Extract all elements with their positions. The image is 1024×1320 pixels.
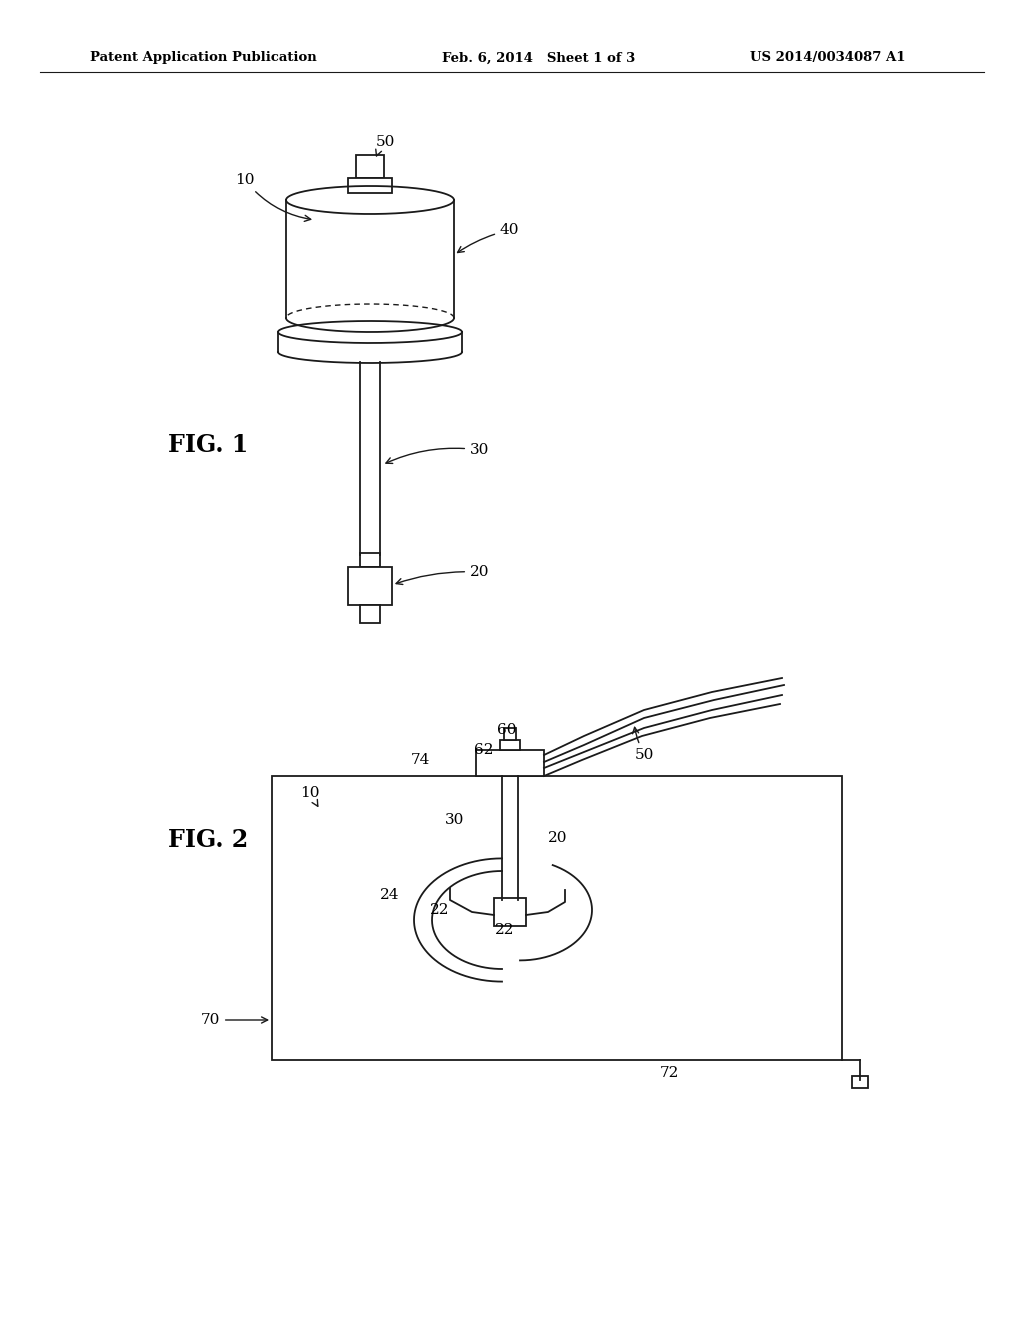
Text: 30: 30 (386, 444, 489, 463)
Bar (348, 178, 392, 193)
Text: 62: 62 (474, 743, 494, 756)
Text: 74: 74 (411, 752, 430, 767)
Text: 20: 20 (396, 565, 489, 585)
Text: 10: 10 (300, 785, 319, 807)
Bar (476, 750, 544, 776)
Text: 22: 22 (496, 923, 515, 937)
Text: 72: 72 (660, 1067, 679, 1080)
Bar (356, 154, 384, 178)
Text: Patent Application Publication: Patent Application Publication (90, 51, 316, 65)
Bar (272, 776, 842, 1060)
Text: 50: 50 (376, 135, 394, 156)
Text: 10: 10 (236, 173, 310, 222)
Text: 70: 70 (201, 1012, 267, 1027)
Text: 20: 20 (548, 832, 567, 845)
Bar (348, 568, 392, 605)
Bar (360, 605, 380, 623)
Bar (500, 741, 520, 750)
Text: 22: 22 (430, 903, 450, 917)
Bar (504, 729, 516, 741)
Text: 50: 50 (633, 727, 654, 762)
Text: 30: 30 (445, 813, 464, 828)
Bar (360, 553, 380, 568)
Text: Feb. 6, 2014   Sheet 1 of 3: Feb. 6, 2014 Sheet 1 of 3 (442, 51, 635, 65)
Text: 24: 24 (380, 888, 399, 902)
Text: 60: 60 (498, 723, 517, 737)
Text: FIG. 1: FIG. 1 (168, 433, 248, 457)
Bar (494, 898, 526, 927)
Bar (852, 1076, 868, 1088)
Text: FIG. 2: FIG. 2 (168, 828, 248, 851)
Text: US 2014/0034087 A1: US 2014/0034087 A1 (750, 51, 905, 65)
Text: 40: 40 (458, 223, 519, 252)
